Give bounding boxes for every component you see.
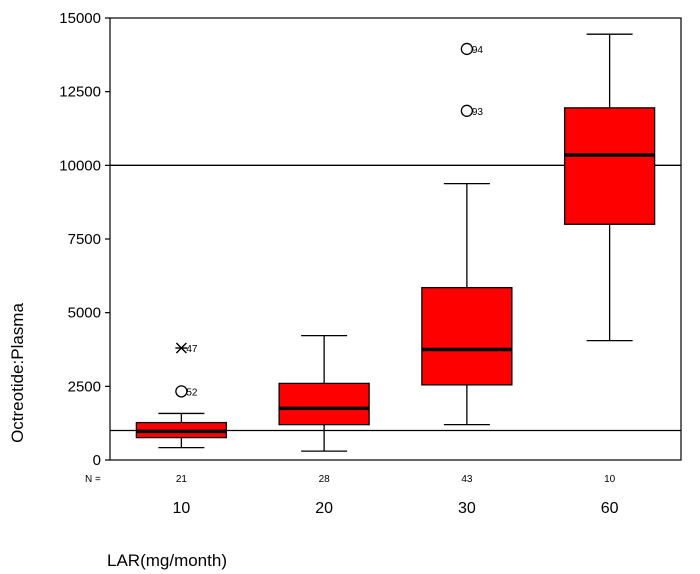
iqr-box <box>421 286 513 386</box>
x-axis-category-labels: 10 20 30 60 <box>172 500 618 517</box>
y-tick-label: 7500 <box>68 231 101 248</box>
y-axis-title: Octreotide:Plasma <box>8 303 27 443</box>
boxes: 47 52 94 93 <box>135 33 656 452</box>
iqr-box <box>278 382 370 426</box>
y-tick-label: 15000 <box>59 10 101 27</box>
y-tick-label: 2500 <box>68 378 101 395</box>
box-group-60 <box>563 33 656 342</box>
y-axis-ticks <box>105 17 110 461</box>
n-counts: N = 21 28 43 10 <box>85 474 616 485</box>
x-category-label: 20 <box>315 500 333 517</box>
n-count: 28 <box>319 474 331 485</box>
n-count: 21 <box>176 474 188 485</box>
x-category-label: 60 <box>601 500 619 517</box>
x-category-label: 30 <box>458 500 476 517</box>
plot-frame <box>109 17 682 461</box>
n-count: 10 <box>604 474 616 485</box>
iqr-box <box>563 107 656 225</box>
y-axis-tick-labels: 0 2500 5000 7500 10000 12500 15000 <box>59 10 101 469</box>
y-tick-label: 0 <box>93 452 101 469</box>
outlier-star <box>175 342 188 354</box>
outlier-circle <box>175 385 188 398</box>
outlier-label: 93 <box>472 107 484 118</box>
n-count: 43 <box>461 474 473 485</box>
box-group-20 <box>278 335 370 452</box>
outlier-label: 47 <box>186 344 198 355</box>
box-group-10: 47 52 <box>135 342 228 449</box>
y-tick-label: 12500 <box>59 84 101 101</box>
box-group-30: 94 93 <box>421 42 513 426</box>
x-axis-title: LAR(mg/month) <box>107 551 227 570</box>
outlier-circle <box>460 104 474 117</box>
outlier-label: 94 <box>472 45 484 56</box>
outlier-label: 52 <box>186 387 198 398</box>
outlier-circle <box>460 42 474 56</box>
y-tick-label: 10000 <box>59 157 101 174</box>
y-tick-label: 5000 <box>68 305 101 322</box>
n-count-label: N = <box>85 474 101 485</box>
x-category-label: 10 <box>172 500 190 517</box>
